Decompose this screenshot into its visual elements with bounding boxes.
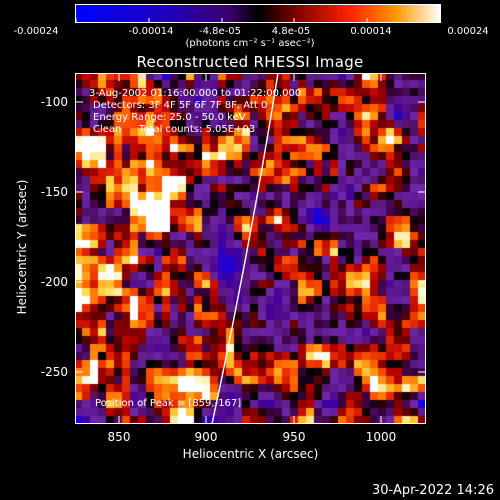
colorbar-tick-label: 4.8e-05 <box>271 26 311 37</box>
rhessi-image: 3-Aug-2002 01:16:00.000 to 01:22:00.000 … <box>75 73 426 424</box>
y-tick-label: -250 <box>40 365 68 379</box>
x-axis-label: Heliocentric X (arcsec) <box>182 447 319 461</box>
obs-time: 3-Aug-2002 01:16:00.000 to 01:22:00.000 <box>89 88 302 99</box>
x-tick-label: 950 <box>282 430 306 444</box>
peak-position: Position of Peak = [859,-167] <box>95 398 242 409</box>
colorbar-tick-label: -0.00014 <box>128 26 174 37</box>
plot-frame <box>75 73 426 424</box>
image-title: Reconstructed RHESSI Image <box>136 53 364 71</box>
colorbar-tick-label: -4.8e-05 <box>199 26 241 37</box>
energy-range: Energy Range: 25.0 - 50.0 keV <box>93 112 246 123</box>
colorbar-tick-label: -0.00024 <box>13 26 59 37</box>
x-tick-label: 850 <box>107 430 131 444</box>
heatmap-canvas <box>75 73 426 424</box>
method-label: Clean <box>93 124 122 135</box>
x-tick-label: 1000 <box>365 430 397 444</box>
colorbar-tick-label: 0.00024 <box>447 26 489 37</box>
solar-limb-line <box>211 73 279 424</box>
y-tick-label: -100 <box>40 95 68 109</box>
colorbar-tick-label: 0.00014 <box>350 26 392 37</box>
y-axis-label: Heliocentric Y (arcsec) <box>15 179 29 315</box>
y-tick-label: -150 <box>40 185 68 199</box>
render-timestamp: 30-Apr-2022 14:26 <box>372 483 494 498</box>
total-counts: Total counts: 5.05E+03 <box>139 124 256 135</box>
detectors-info: Detectors: 3F 4F 5F 6F 7F 8F, Att 0 <box>93 100 268 111</box>
colorbar <box>75 4 441 23</box>
colorbar-unit-label: (photons cm⁻² s⁻¹ asec⁻²) <box>185 38 315 49</box>
y-tick-label: -200 <box>40 275 68 289</box>
axis-ticks <box>75 73 426 424</box>
plot-overlay <box>75 73 426 424</box>
x-tick-label: 900 <box>194 430 218 444</box>
